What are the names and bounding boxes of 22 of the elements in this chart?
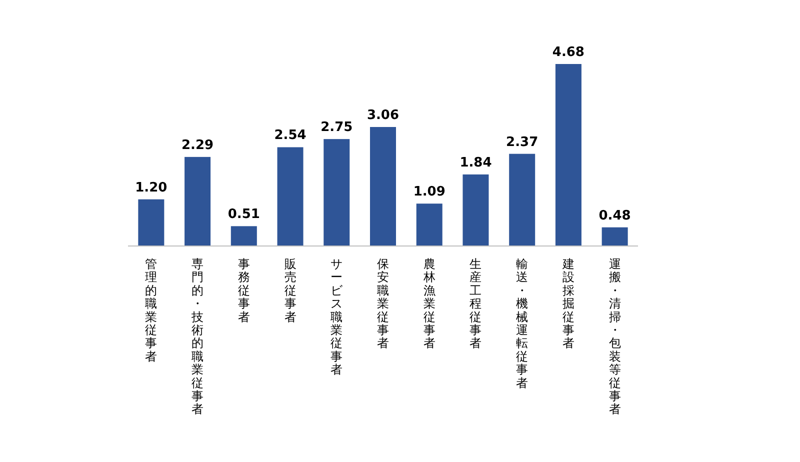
x-tick-label: 事務従事者 bbox=[238, 257, 250, 324]
data-label: 1.84 bbox=[460, 155, 492, 170]
data-label: 0.51 bbox=[228, 207, 260, 222]
data-label: 4.68 bbox=[552, 45, 584, 60]
category-label: 運搬・清掃・包装等従事者 bbox=[608, 257, 621, 416]
category-label: 専門的・技術的職業従事者 bbox=[192, 257, 204, 416]
data-label: 2.75 bbox=[320, 120, 353, 136]
x-tick-label: 建設採掘従事者 bbox=[561, 257, 574, 350]
data-label: 0.48 bbox=[598, 208, 631, 224]
x-tick-label: 農林漁業従事者 bbox=[422, 257, 436, 350]
data-label: 1.09 bbox=[413, 184, 446, 200]
x-tick-label: 管理的職業従事者 bbox=[145, 257, 158, 364]
category-label: 輸送・機械運転従事者 bbox=[516, 257, 528, 390]
data-label: 2.54 bbox=[274, 128, 306, 144]
data-label: 3.06 bbox=[366, 108, 400, 123]
x-tick-label: 販売従事者 bbox=[284, 257, 296, 324]
category-label: サービス職業従事者 bbox=[330, 257, 343, 377]
data-label: 2.29 bbox=[182, 138, 214, 153]
data-label: 2.37 bbox=[506, 134, 538, 150]
data-label: 1.20 bbox=[135, 180, 168, 196]
x-tick-label: 保安職業従事者 bbox=[377, 257, 389, 350]
x-tick-label: 生産工程従事者 bbox=[470, 257, 482, 350]
